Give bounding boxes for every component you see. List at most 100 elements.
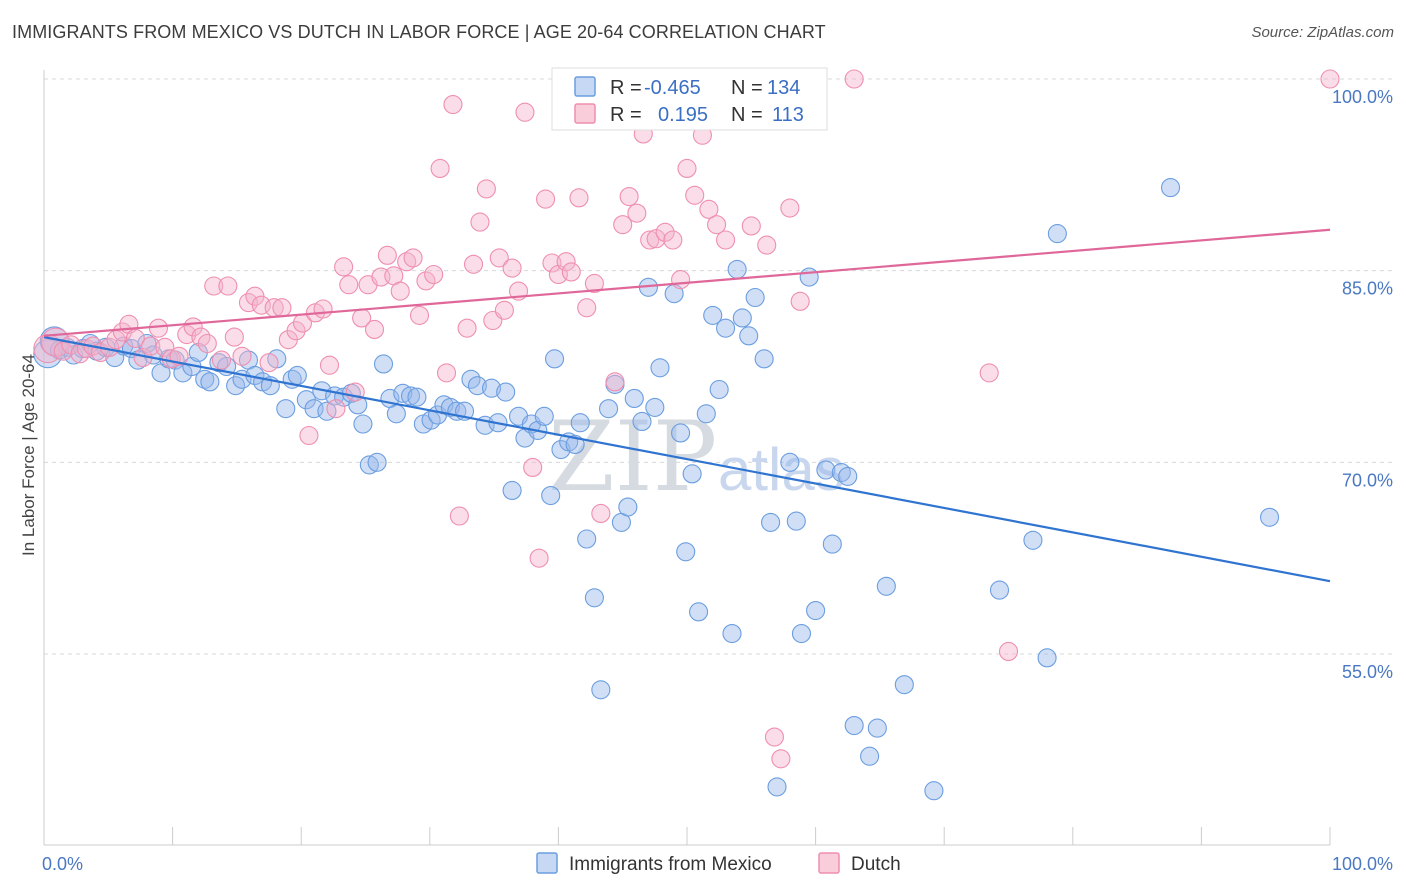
data-point: [767, 777, 787, 797]
data-point: [584, 588, 604, 608]
y-tick-labels: 55.0% 70.0% 85.0% 100.0%: [1332, 87, 1393, 682]
data-point: [699, 199, 719, 219]
data-point: [364, 319, 385, 339]
data-point: [339, 275, 359, 295]
data-point: [218, 276, 238, 296]
data-point: [502, 480, 522, 500]
data-point: [696, 404, 716, 424]
legend-n-value-2: 113: [772, 104, 804, 126]
data-point: [177, 325, 197, 345]
data-point: [570, 413, 590, 433]
legend-r-label-2: R =: [610, 104, 642, 126]
trend-line-1: [43, 228, 1331, 337]
axes: [43, 70, 1331, 846]
bottom-legend: Immigrants from Mexico Dutch: [536, 852, 901, 875]
y-tick-label: 70.0%: [1342, 470, 1393, 490]
data-point: [671, 270, 691, 290]
data-point: [822, 534, 842, 554]
data-point: [197, 333, 217, 354]
data-point: [529, 548, 549, 568]
data-point: [204, 276, 224, 296]
data-point: [542, 253, 562, 273]
data-point: [645, 397, 665, 417]
data-point: [470, 212, 490, 232]
legend-n-label-1: N =: [731, 77, 763, 99]
data-point: [551, 440, 571, 460]
bottom-legend-label-dutch: Dutch: [851, 854, 901, 875]
data-point: [287, 365, 307, 385]
data-point: [494, 300, 514, 320]
bottom-legend-swatch-dutch: [818, 852, 840, 874]
data-point: [780, 198, 800, 218]
data-point: [407, 387, 427, 407]
data-point: [359, 455, 379, 475]
data-point: [745, 287, 765, 308]
data-point: [416, 271, 436, 291]
data-point: [1320, 69, 1340, 89]
data-point: [535, 189, 556, 209]
legend-r-value-1: -0.465: [644, 77, 701, 99]
grid: [44, 78, 1392, 655]
data-point: [739, 326, 759, 346]
chart-title: IMMIGRANTS FROM MEXICO VS DUTCH IN LABOR…: [12, 22, 826, 42]
data-point: [1023, 530, 1043, 550]
data-point: [390, 281, 410, 301]
data-point: [979, 363, 999, 383]
data-point: [195, 369, 215, 389]
data-point: [663, 230, 683, 250]
y-axis-title: In Labor Force | Age 20-64: [19, 354, 38, 556]
data-point: [584, 273, 604, 293]
data-point: [619, 187, 639, 207]
data-point: [716, 230, 736, 250]
data-point: [757, 235, 777, 255]
legend-box: [551, 67, 828, 131]
data-point: [816, 460, 836, 480]
data-point: [541, 486, 561, 506]
legend-swatch-blue: [574, 76, 596, 97]
data-point: [1160, 178, 1181, 198]
watermark: ZIP atlas: [548, 401, 845, 513]
data-point: [799, 267, 819, 287]
legend-n-label-2: N =: [731, 104, 763, 126]
legend-r-label-1: R =: [610, 77, 642, 99]
x-tick-label-max: 100.0%: [1332, 854, 1393, 874]
data-point: [319, 355, 340, 375]
data-point: [676, 542, 696, 562]
data-point: [624, 388, 644, 408]
data-point: [627, 203, 647, 223]
data-point: [409, 305, 430, 325]
legend-r-value-2: 0.195: [658, 104, 708, 126]
data-point: [467, 376, 487, 396]
data-point: [844, 69, 864, 89]
data-point: [599, 399, 619, 419]
data-point: [286, 321, 306, 341]
data-point: [313, 299, 333, 319]
data-point: [561, 262, 581, 282]
data-point: [1260, 507, 1280, 527]
data-point: [424, 264, 444, 285]
data-point: [272, 298, 292, 318]
data-point: [867, 718, 887, 738]
legend: R = -0.465 N = 134 R = 0.195 N = 113: [551, 67, 828, 131]
data-point: [373, 354, 394, 374]
data-point: [534, 406, 554, 426]
data-point: [276, 399, 296, 419]
trend-line-0: [43, 336, 1331, 583]
data-point: [386, 404, 406, 424]
data-point: [732, 308, 752, 328]
data-point: [703, 305, 723, 325]
data-point: [481, 378, 502, 398]
data-point: [224, 327, 244, 347]
data-point: [716, 318, 736, 338]
data-point: [403, 248, 423, 268]
legend-swatch-pink: [574, 103, 596, 124]
data-point: [544, 349, 565, 369]
data-point: [613, 215, 633, 235]
data-point: [722, 624, 742, 644]
data-point: [393, 383, 413, 403]
data-point: [860, 746, 880, 766]
data-point: [577, 298, 597, 318]
data-point: [463, 254, 484, 274]
data-point: [430, 158, 450, 178]
